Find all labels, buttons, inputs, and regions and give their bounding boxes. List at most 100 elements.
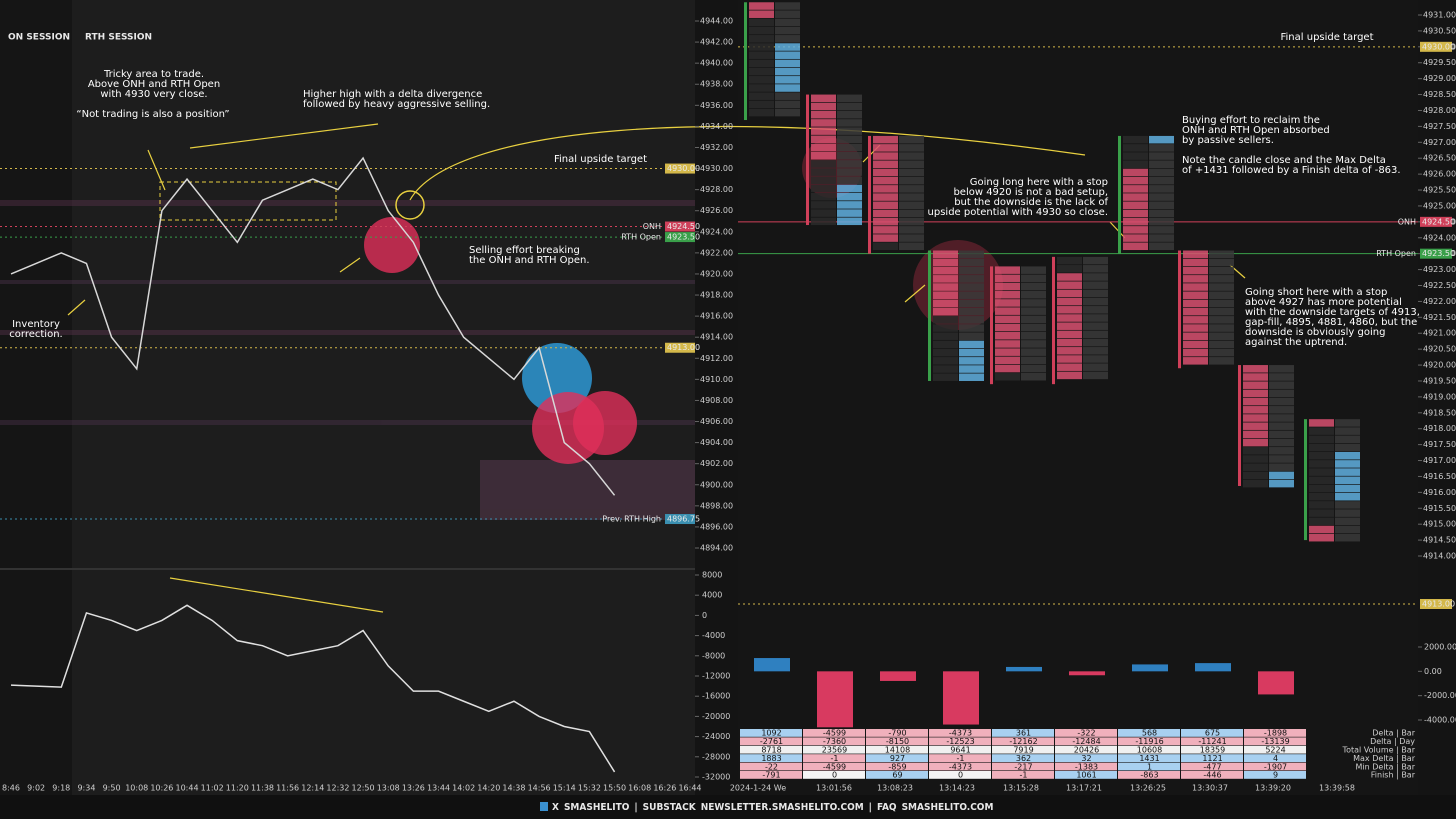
footprint-cell xyxy=(933,357,958,365)
annotation: against the uptrend. xyxy=(1245,337,1347,348)
table-cell xyxy=(992,737,1054,746)
footprint-cell xyxy=(811,217,836,226)
table-cell xyxy=(929,737,991,746)
y-tick-label: 4921.50 xyxy=(1423,313,1456,322)
level-name: Prev. RTH High xyxy=(602,515,661,524)
footprint-cell xyxy=(1183,266,1208,275)
level-tag xyxy=(665,163,695,174)
y-tick-label: 4919.50 xyxy=(1423,376,1456,385)
footprint-cell xyxy=(775,59,800,68)
table-cell xyxy=(803,754,865,762)
y-tick-label: 4922.50 xyxy=(1423,281,1456,290)
annotation: Note the candle close and the Max Delta xyxy=(1182,155,1386,166)
footprint-cell xyxy=(899,160,924,169)
table-cell xyxy=(1055,754,1117,762)
footprint-cell xyxy=(811,135,836,144)
cumulative-delta-line xyxy=(10,604,616,773)
footprint-cell xyxy=(995,340,1020,348)
footprint-cell xyxy=(1309,427,1334,435)
footprint-cell xyxy=(749,43,774,51)
footprint-cell xyxy=(1269,381,1294,389)
session-label: RTH SESSION xyxy=(85,33,152,43)
x-tick-label: 13:14:23 xyxy=(939,784,975,793)
footprint-cell xyxy=(1183,307,1208,316)
footprint-cell xyxy=(811,201,836,209)
y-tick-label: 4904.00 xyxy=(700,438,733,447)
footprint-cell xyxy=(1269,438,1294,447)
table-cell xyxy=(929,771,991,779)
footprint-cell xyxy=(959,340,984,349)
y-tick-label: 4898.00 xyxy=(700,501,733,510)
y-tick-label: 4906.00 xyxy=(700,417,733,426)
table-value: 7919 xyxy=(1013,746,1033,755)
table-cell xyxy=(1181,729,1243,737)
y-tick-label: -24000 xyxy=(702,732,730,741)
footprint-cell xyxy=(775,51,800,59)
x-tick-label: 13:39:58 xyxy=(1319,784,1355,793)
table-value: -322 xyxy=(1077,729,1095,738)
footprint-cell xyxy=(995,323,1020,332)
table-cell xyxy=(866,745,928,754)
footprint-cell xyxy=(873,217,898,226)
x-tick-label: 13:08:23 xyxy=(877,784,913,793)
footprint-cell xyxy=(1209,316,1234,324)
heat-band xyxy=(480,460,695,520)
table-cell xyxy=(866,762,928,771)
table-value: 0 xyxy=(958,771,963,780)
x-tick-label: 2024-1-24 We xyxy=(730,784,786,793)
footprint-cell xyxy=(775,92,800,100)
footprint-cell xyxy=(837,119,862,127)
annotation: Final upside target xyxy=(1281,32,1374,43)
table-cell xyxy=(1055,745,1117,754)
y-tick-label: 0.00 xyxy=(1424,667,1442,676)
footprint-cell xyxy=(1209,324,1234,332)
footprint-cell xyxy=(837,209,862,217)
footprint-cell xyxy=(933,332,958,340)
y-tick-label: -8000 xyxy=(702,651,725,660)
footprint-cell xyxy=(1149,201,1174,210)
footprint-cell xyxy=(1149,176,1174,185)
level-value: 4923.50 xyxy=(1422,249,1455,258)
annotation: Above ONH and RTH Open xyxy=(88,79,220,90)
footprint-cell xyxy=(1309,419,1334,427)
y-tick-label: 4926.50 xyxy=(1423,154,1456,163)
footprint-cell xyxy=(1083,314,1108,322)
footprint-cell xyxy=(811,94,836,103)
footprint-cell xyxy=(1057,338,1082,347)
x-tick-label: 13:17:21 xyxy=(1066,784,1102,793)
x-tick-label: 11:02 xyxy=(201,784,224,793)
footprint-cell xyxy=(1021,348,1046,356)
footprint-cell xyxy=(775,35,800,43)
footprint-cell xyxy=(775,67,800,76)
delta-bar xyxy=(1006,666,1042,672)
footprint-cell xyxy=(1243,430,1268,439)
table-value: -22 xyxy=(765,762,778,771)
y-tick-label: 4940.00 xyxy=(700,59,733,68)
footprint-cell xyxy=(1309,533,1334,542)
annotation: Tricky area to trade. xyxy=(103,69,204,80)
footprint-cell xyxy=(1309,484,1334,493)
footprint-cell xyxy=(1183,357,1208,365)
table-cell xyxy=(740,745,802,754)
y-tick-label: 4914.00 xyxy=(700,333,733,342)
y-tick-label: 4900.00 xyxy=(700,480,733,489)
footprint-cell xyxy=(873,176,898,185)
footer-text: SMASHELITO xyxy=(564,802,630,813)
footprint-cell xyxy=(1057,363,1082,371)
footprint-cell xyxy=(873,152,898,160)
table-cell xyxy=(1181,762,1243,771)
table-cell xyxy=(929,754,991,762)
footprint-cell xyxy=(1083,338,1108,347)
y-tick-label: -32000 xyxy=(702,773,730,782)
footprint-cell xyxy=(1183,316,1208,324)
footprint-cell xyxy=(1021,274,1046,283)
footprint-cell xyxy=(775,84,800,92)
footprint-cell xyxy=(899,209,924,218)
y-tick-label: 4929.50 xyxy=(1423,58,1456,67)
footprint-cell xyxy=(1083,355,1108,363)
footprint-cell xyxy=(749,10,774,18)
footprint-cell xyxy=(995,332,1020,340)
x-tick-label: 12:50 xyxy=(352,784,375,793)
table-value: -4599 xyxy=(823,729,846,738)
